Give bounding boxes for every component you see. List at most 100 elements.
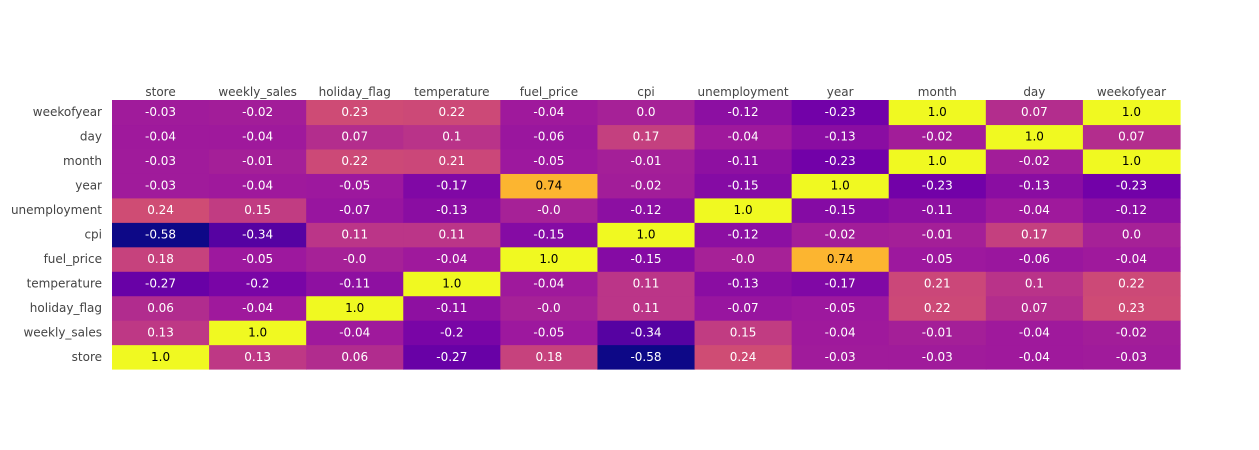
heatmap-cell-fuel_price-holiday_flag (306, 246, 404, 272)
heatmap-cell-label: -0.0 (343, 252, 366, 266)
heatmap-cell-label: -0.01 (242, 154, 273, 168)
heatmap-cell-label: -0.06 (533, 130, 564, 144)
heatmap-cell-weekly_sales-temperature (403, 320, 501, 346)
heatmap-cell-cpi-store (112, 222, 210, 248)
heatmap-cell-label: -0.34 (630, 325, 661, 339)
heatmap-cell-label: 0.24 (147, 203, 174, 217)
heatmap-cell-cpi-cpi (597, 222, 696, 248)
heatmap-cell-label: -0.04 (1019, 325, 1050, 339)
heatmap-cell-label: 0.1 (1025, 276, 1044, 290)
y-tick-label: store (72, 350, 102, 364)
heatmap-cell-weekofyear-holiday_flag (306, 100, 404, 126)
heatmap-cell-weekofyear-day (985, 100, 1084, 126)
heatmap-cell-label: 1.0 (539, 252, 558, 266)
heatmap-cell-cpi-holiday_flag (306, 222, 404, 248)
heatmap-cell-label: -0.02 (1116, 325, 1147, 339)
heatmap-cell-cpi-month (888, 222, 987, 248)
heatmap-cell-day-weekofyear (1082, 124, 1181, 150)
heatmap-cell-year-cpi (597, 173, 696, 199)
heatmap-cell-label: -0.23 (825, 105, 856, 119)
heatmap-cell-label: -0.11 (922, 203, 953, 217)
heatmap-cell-label: 0.0 (1122, 228, 1141, 242)
heatmap-cell-label: -0.03 (922, 350, 953, 364)
heatmap-cell-month-month (888, 148, 987, 174)
heatmap-cell-label: 0.07 (1021, 301, 1048, 315)
heatmap-cell-label: 0.11 (633, 276, 660, 290)
heatmap-cell-label: 1.0 (248, 325, 267, 339)
heatmap-cell-label: -0.11 (339, 276, 370, 290)
heatmap-cell-label: -0.04 (145, 130, 176, 144)
x-tick-label: year (827, 85, 854, 99)
heatmap-cell-label: -0.04 (339, 325, 370, 339)
heatmap-cell-store-year (791, 344, 890, 370)
heatmap-cell-label: -0.0 (537, 301, 560, 315)
heatmap-cell-fuel_price-year (791, 246, 890, 272)
heatmap-cell-label: 1.0 (442, 276, 461, 290)
heatmap-cell-cpi-fuel_price (500, 222, 599, 248)
heatmap-cell-label: -0.17 (436, 179, 467, 193)
heatmap-cell-day-cpi (597, 124, 696, 150)
heatmap-cell-label: 1.0 (1122, 105, 1141, 119)
heatmap-cell-day-unemployment (694, 124, 793, 150)
heatmap-cell-label: -0.12 (630, 203, 661, 217)
heatmap-cell-store-cpi (597, 344, 696, 370)
heatmap-cell-label: 0.24 (730, 350, 757, 364)
y-tick-label: cpi (84, 228, 102, 242)
heatmap-cell-label: 1.0 (1025, 130, 1044, 144)
heatmap-cell-month-fuel_price (500, 148, 599, 174)
heatmap-cell-label: 1.0 (928, 154, 947, 168)
heatmap-cell-label: -0.04 (1019, 203, 1050, 217)
heatmap-cell-temperature-weekly_sales (209, 271, 307, 297)
heatmap-cell-label: 0.13 (147, 325, 174, 339)
heatmap-cell-label: -0.02 (922, 130, 953, 144)
y-tick-label: day (80, 130, 102, 144)
heatmap-cell-label: -0.23 (922, 179, 953, 193)
heatmap-cell-label: 0.23 (1118, 301, 1145, 315)
heatmap-cell-temperature-cpi (597, 271, 696, 297)
heatmap-cell-weekofyear-fuel_price (500, 100, 599, 126)
heatmap-cell-fuel_price-day (985, 246, 1084, 272)
heatmap-cell-store-month (888, 344, 987, 370)
heatmap-cell-fuel_price-temperature (403, 246, 501, 272)
heatmap-cell-year-month (888, 173, 987, 199)
heatmap-cell-label: -0.11 (436, 301, 467, 315)
heatmap-cell-year-weekofyear (1082, 173, 1181, 199)
x-tick-label: unemployment (698, 85, 789, 99)
heatmap-cell-weekly_sales-day (985, 320, 1084, 346)
heatmap-cell-unemployment-holiday_flag (306, 197, 404, 223)
heatmap-cell-holiday_flag-holiday_flag (306, 295, 404, 321)
heatmap-cell-year-year (791, 173, 890, 199)
heatmap-cell-cpi-weekly_sales (209, 222, 307, 248)
heatmap-cell-weekly_sales-store (112, 320, 210, 346)
heatmap-cell-temperature-unemployment (694, 271, 793, 297)
heatmap-cell-holiday_flag-unemployment (694, 295, 793, 321)
y-axis-ticks: store weekly_sales holiday_flag temperature… (11, 105, 102, 364)
heatmap-cell-label: -0.04 (1019, 350, 1050, 364)
x-tick-label: cpi (637, 85, 655, 99)
heatmap-cell-label: -0.03 (145, 105, 176, 119)
heatmap-cell-day-year (791, 124, 890, 150)
heatmap-cell-day-day (985, 124, 1084, 150)
heatmap-cell-label: -0.11 (728, 154, 759, 168)
heatmap-cell-label: 0.11 (438, 228, 465, 242)
heatmap-cell-label: 0.15 (244, 203, 271, 217)
heatmap-cell-fuel_price-weekofyear (1082, 246, 1181, 272)
heatmap-cell-label: 1.0 (734, 203, 753, 217)
heatmap-cell-temperature-month (888, 271, 987, 297)
heatmap-cell-label: -0.13 (825, 130, 856, 144)
y-tick-label: month (63, 154, 102, 168)
heatmap-cell-holiday_flag-fuel_price (500, 295, 599, 321)
heatmap-cell-label: 0.15 (730, 325, 757, 339)
heatmap-cell-label: 0.17 (1021, 228, 1048, 242)
heatmap-cell-label: 1.0 (1122, 154, 1141, 168)
heatmap-cell-unemployment-store (112, 197, 210, 223)
heatmap-cell-label: -0.05 (825, 301, 856, 315)
heatmap-cell-label: -0.13 (436, 203, 467, 217)
heatmap-cell-label: 1.0 (151, 350, 170, 364)
y-tick-label: holiday_flag (30, 301, 102, 315)
heatmap-cell-label: -0.04 (533, 276, 564, 290)
heatmap-cell-weekofyear-temperature (403, 100, 501, 126)
heatmap-cell-unemployment-weekofyear (1082, 197, 1181, 223)
heatmap-cell-month-holiday_flag (306, 148, 404, 174)
